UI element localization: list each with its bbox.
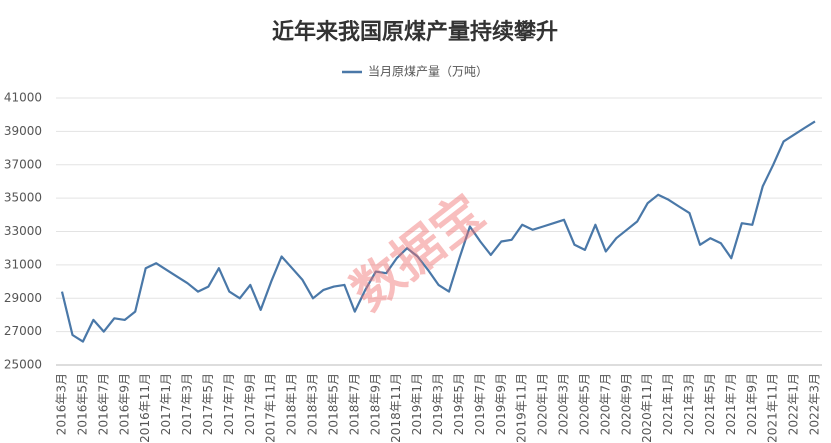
x-tick-label: 2017年9月 [243, 373, 257, 435]
x-tick-label: 2021年7月 [724, 373, 738, 435]
x-tick-label: 2018年1月 [285, 373, 299, 435]
x-tick-label: 2018年7月 [347, 373, 361, 435]
x-tick-label: 2020年5月 [577, 373, 591, 435]
x-tick-label: 2016年7月 [96, 373, 110, 435]
x-tick-label: 2017年1月 [159, 373, 173, 435]
x-tick-label: 2020年11月 [640, 373, 654, 443]
x-tick-label: 2016年3月 [55, 373, 69, 435]
x-tick-label: 2021年9月 [745, 373, 759, 435]
x-tick-label: 2018年11月 [389, 373, 403, 443]
y-tick-label: 31000 [4, 257, 42, 271]
x-tick-label: 2019年11月 [515, 373, 529, 443]
x-tick-label: 2019年9月 [494, 373, 508, 435]
x-tick-label: 2017年7月 [222, 373, 236, 435]
x-tick-label: 2021年1月 [661, 373, 675, 435]
x-tick-label: 2016年11月 [138, 373, 152, 443]
y-tick-label: 33000 [4, 224, 42, 238]
x-tick-label: 2018年3月 [306, 373, 320, 435]
x-tick-label: 2016年5月 [75, 373, 89, 435]
x-tick-label: 2021年3月 [682, 373, 696, 435]
x-tick-label: 2020年7月 [598, 373, 612, 435]
y-tick-label: 27000 [4, 324, 42, 338]
x-tick-label: 2017年11月 [264, 373, 278, 443]
x-tick-label: 2019年1月 [410, 373, 424, 435]
x-tick-label: 2019年5月 [452, 373, 466, 435]
x-tick-label: 2017年3月 [180, 373, 194, 435]
x-tick-label: 2020年3月 [557, 373, 571, 435]
x-tick-label: 2020年1月 [536, 373, 550, 435]
line-series [60, 120, 816, 343]
chart-title: 近年来我国原煤产量持续攀升 [272, 19, 558, 45]
x-tick-label: 2019年7月 [473, 373, 487, 435]
y-tick-label: 25000 [4, 358, 42, 372]
x-tick-label: 2021年11月 [766, 373, 780, 443]
y-tick-label: 37000 [4, 157, 42, 171]
y-tick-label: 39000 [4, 124, 42, 138]
x-tick-label: 2016年9月 [117, 373, 131, 435]
y-tick-label: 35000 [4, 191, 42, 205]
x-tick-label: 2017年5月 [201, 373, 215, 435]
x-tick-label: 2018年5月 [326, 373, 340, 435]
y-tick-label: 41000 [4, 91, 42, 105]
x-tick-label: 2019年3月 [431, 373, 445, 435]
y-tick-label: 29000 [4, 291, 42, 305]
x-tick-label: 2022年3月 [808, 373, 822, 435]
x-tick-label: 2021年5月 [703, 373, 717, 435]
x-tick-label: 2020年9月 [619, 373, 633, 435]
x-tick-label: 2022年1月 [787, 373, 801, 435]
legend-label: 当月原煤产量（万吨） [368, 65, 488, 79]
x-tick-label: 2018年9月 [368, 373, 382, 435]
